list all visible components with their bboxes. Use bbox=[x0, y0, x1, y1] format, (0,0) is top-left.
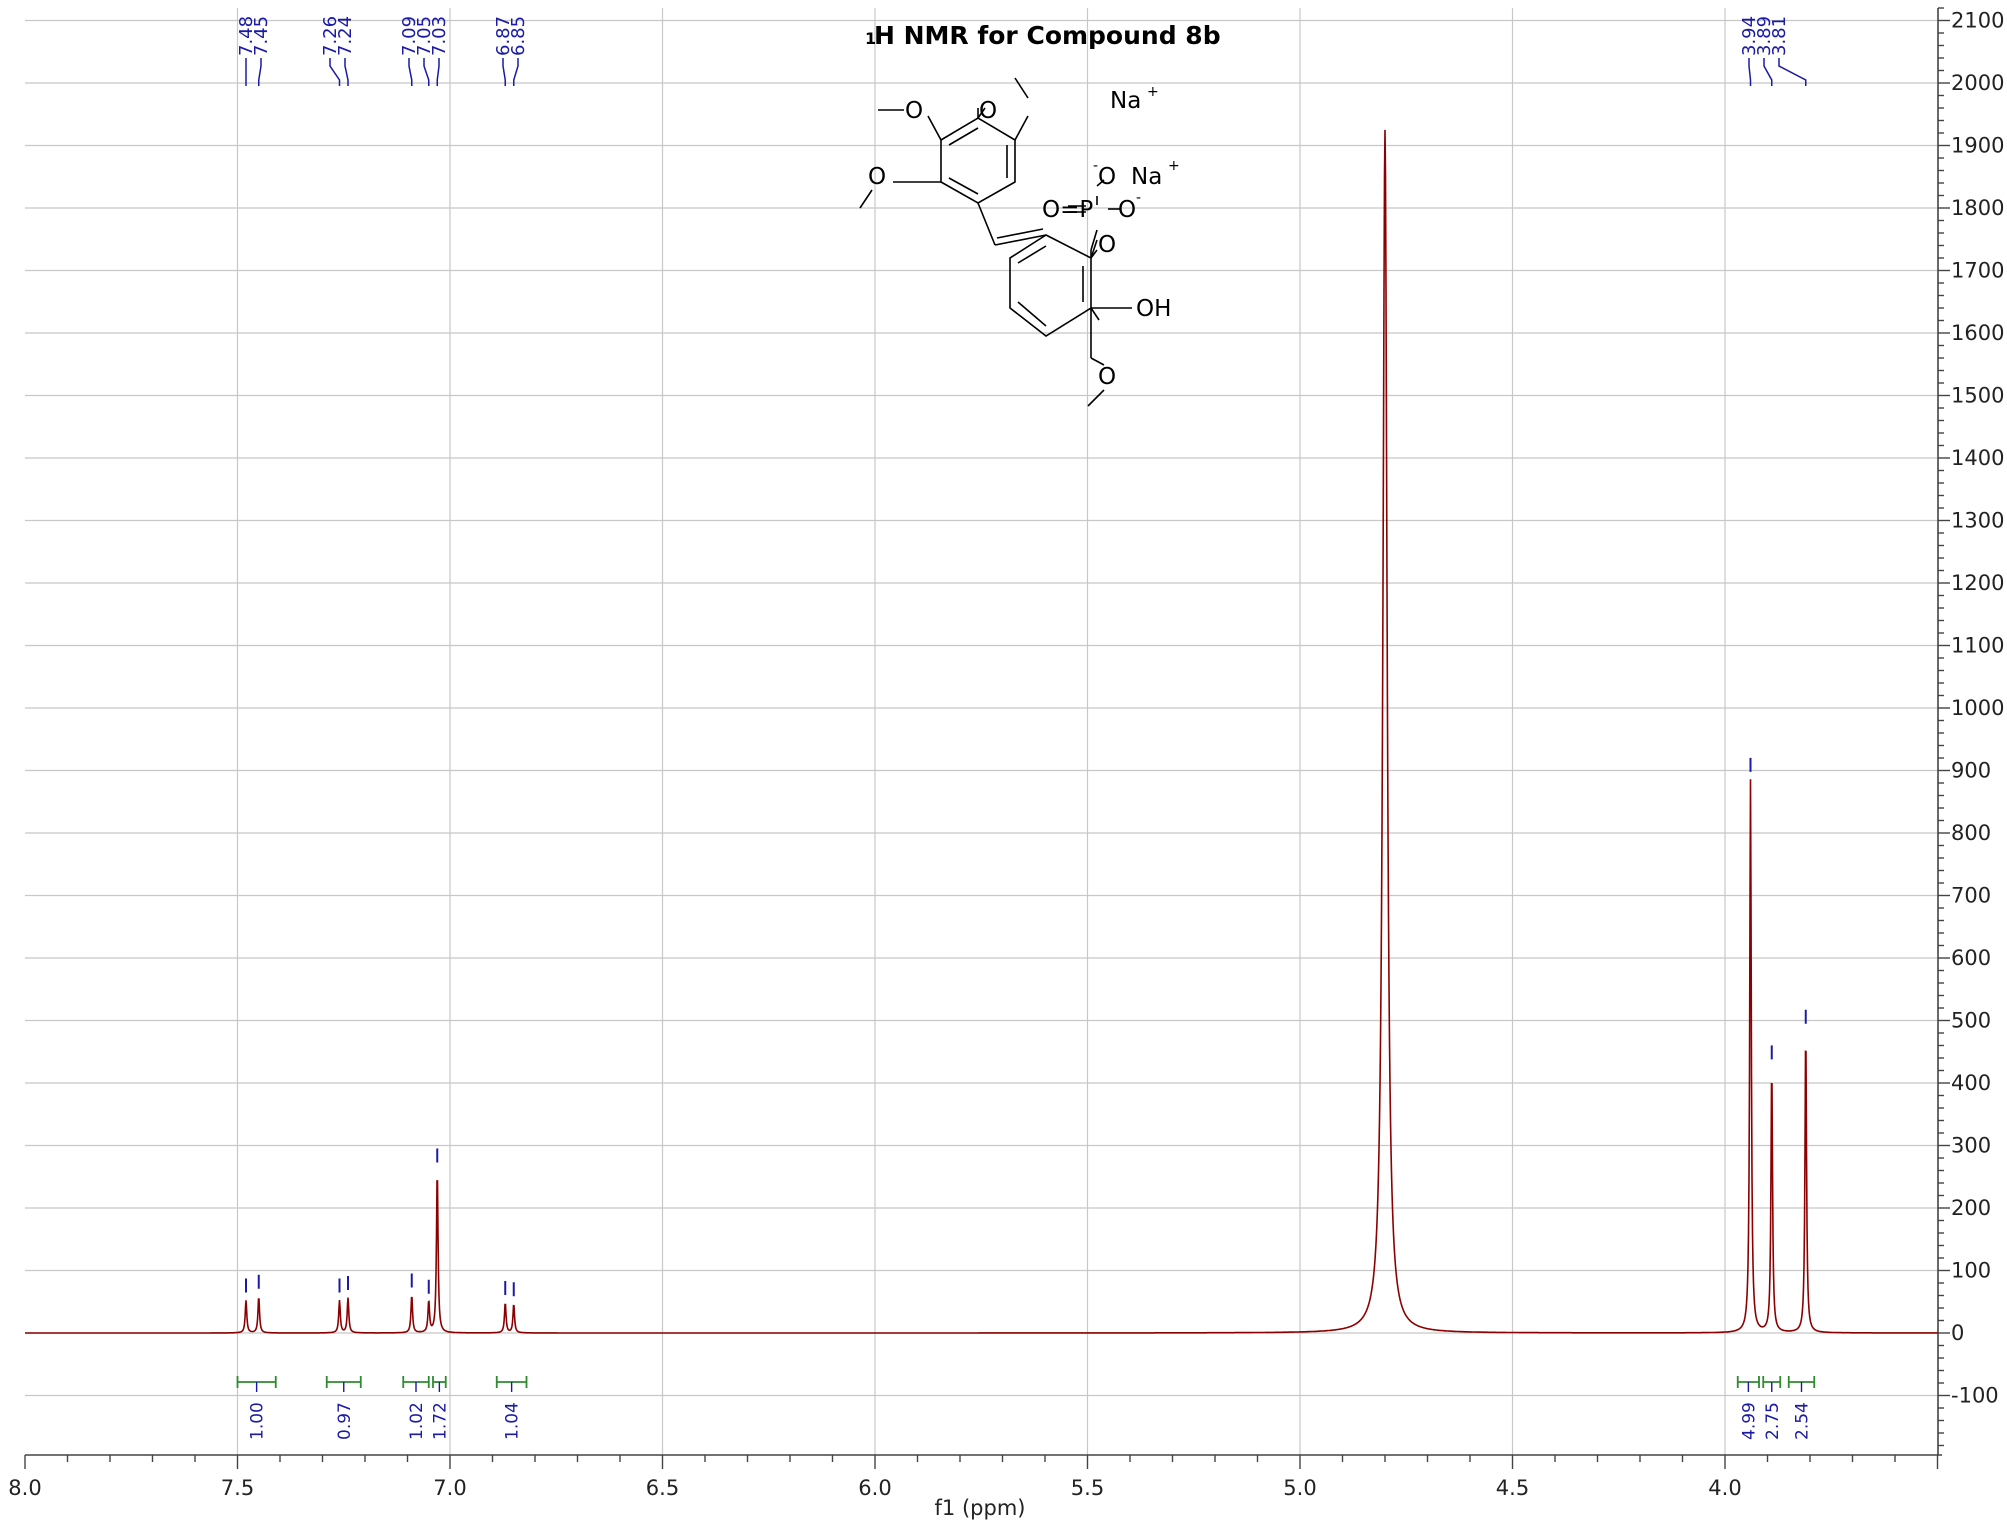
x-tick-label: 7.0 bbox=[433, 1476, 466, 1500]
phosphate-o-minus-right: O bbox=[1118, 197, 1136, 223]
phosphorus-double-o: O=P bbox=[1042, 197, 1093, 223]
peak-label: 7.09 bbox=[399, 16, 420, 56]
peak-label-connector bbox=[258, 58, 262, 86]
x-tick-label: 5.5 bbox=[1071, 1476, 1104, 1500]
peak-label-connector bbox=[329, 58, 341, 86]
ome-o-1: O bbox=[905, 98, 923, 124]
y-tick-label: 700 bbox=[1951, 884, 1991, 908]
y-tick-label: 200 bbox=[1951, 1196, 1991, 1220]
sodium-2: Na bbox=[1131, 164, 1162, 190]
peak-label-groups: 7.487.45 7.267.24 7.097.057.03 6.876.85 3.94… bbox=[236, 16, 1807, 86]
x-tick-label: 7.5 bbox=[221, 1476, 254, 1500]
y-tick-label: 500 bbox=[1951, 1009, 1991, 1033]
y-tick-label: 1100 bbox=[1951, 634, 2004, 658]
peak-label: 7.26 bbox=[320, 16, 341, 56]
x-tick-label: 8.0 bbox=[8, 1476, 41, 1500]
y-tick-label: 1000 bbox=[1951, 696, 2004, 720]
peak-label: 7.03 bbox=[429, 16, 450, 56]
ome-o-3: O bbox=[868, 164, 886, 190]
integral-label: 1.02 bbox=[407, 1402, 427, 1440]
peak-label: 3.94 bbox=[1739, 16, 1760, 56]
phosphate-o-minus-top: O bbox=[1098, 164, 1116, 190]
y-tick-label: 400 bbox=[1951, 1071, 1991, 1095]
integral-label: 1.04 bbox=[503, 1402, 523, 1440]
ring-bottom bbox=[1009, 234, 1092, 337]
peak-label: 7.45 bbox=[251, 16, 272, 56]
y-tick-label: 1700 bbox=[1951, 259, 2004, 283]
y-tick-label: 1500 bbox=[1951, 384, 2004, 408]
sodium-2-charge: + bbox=[1168, 158, 1180, 174]
molecule-labels: O O O Na + O - Na + O=P O - O OH O bbox=[868, 84, 1180, 390]
molecule-structure bbox=[859, 77, 1132, 407]
spectrum-line bbox=[25, 129, 1938, 1334]
y-tick-label: 800 bbox=[1951, 821, 1991, 845]
chart-title: 1 H NMR for Compound 8b bbox=[865, 21, 1221, 50]
peak-label-connector bbox=[344, 58, 349, 86]
y-tick-label: -100 bbox=[1951, 1384, 1999, 1408]
y-tick-label: 1900 bbox=[1951, 134, 2004, 158]
x-tick-label: 6.0 bbox=[858, 1476, 891, 1500]
integral-label-groups: 1.00 0.97 1.02 1.72 1.04 4.99 2.75 2.54 bbox=[248, 1402, 1813, 1440]
integral-label: 4.99 bbox=[1739, 1402, 1759, 1440]
peak-label-connector bbox=[408, 58, 413, 86]
y-tick-label: 2000 bbox=[1951, 71, 2004, 95]
peak-label-connector bbox=[1748, 58, 1752, 86]
grid-lines bbox=[25, 8, 1938, 1455]
x-tick-label: 4.0 bbox=[1708, 1476, 1741, 1500]
sodium-1: Na bbox=[1110, 88, 1141, 114]
peak-markers bbox=[245, 757, 1807, 1297]
y-tick-label: 1400 bbox=[1951, 446, 2004, 470]
x-tick-label: 6.5 bbox=[646, 1476, 679, 1500]
hydroxyl-oh: OH bbox=[1136, 296, 1171, 322]
x-tick-label: 5.0 bbox=[1283, 1476, 1316, 1500]
y-tick-label: 600 bbox=[1951, 946, 1991, 970]
peak-label-connector bbox=[423, 58, 430, 86]
ome-o-4: O bbox=[1098, 364, 1116, 390]
peak-label: 6.85 bbox=[508, 16, 529, 56]
y-tick-label: 1600 bbox=[1951, 321, 2004, 345]
peak-label: 3.81 bbox=[1769, 16, 1790, 56]
y-tick-label: 300 bbox=[1951, 1134, 1991, 1158]
sodium-1-charge: + bbox=[1147, 84, 1159, 100]
title-text: H NMR for Compound 8b bbox=[874, 21, 1221, 50]
y-tick-label: 2100 bbox=[1951, 9, 2004, 33]
ome-o-2: O bbox=[979, 98, 997, 124]
axes bbox=[25, 8, 1942, 1456]
title-superscript: 1 bbox=[865, 29, 876, 48]
phosphate-o-minus-right-charge: - bbox=[1136, 190, 1141, 206]
y-tick-label: 100 bbox=[1951, 1259, 1991, 1283]
peak-label-connector bbox=[1778, 58, 1807, 86]
integral-markers bbox=[236, 1376, 1816, 1392]
peak-label-connector bbox=[436, 58, 440, 86]
y-tick-label: 1200 bbox=[1951, 571, 2004, 595]
peak-label: 7.48 bbox=[236, 16, 257, 56]
integral-label: 1.72 bbox=[430, 1402, 450, 1440]
peak-label: 7.24 bbox=[335, 16, 356, 56]
integral-label: 1.00 bbox=[248, 1402, 268, 1440]
y-tick-label: 0 bbox=[1951, 1321, 1964, 1345]
y-tick-label: 1300 bbox=[1951, 509, 2004, 533]
ring-top bbox=[940, 117, 1016, 204]
phosphate-o-minus-top-charge: - bbox=[1093, 158, 1098, 174]
peak-label: 6.87 bbox=[493, 16, 514, 56]
x-axis-label: f1 (ppm) bbox=[935, 1496, 1026, 1520]
integral-label: 2.75 bbox=[1763, 1402, 1783, 1440]
peak-label-connector bbox=[1763, 58, 1773, 86]
y-tick-label: 900 bbox=[1951, 759, 1991, 783]
integral-label: 0.97 bbox=[335, 1402, 355, 1440]
peak-label-connector bbox=[513, 58, 519, 86]
peak-label-connector bbox=[502, 58, 506, 86]
peak-label: 7.05 bbox=[414, 16, 435, 56]
peak-label: 3.89 bbox=[1754, 16, 1775, 56]
integral-label: 2.54 bbox=[1793, 1402, 1813, 1440]
x-tick-label: 4.5 bbox=[1496, 1476, 1529, 1500]
axis-ticks: 8.0 7.5 7.0 6.5 6.0 5.5 5.0 4.5 4.0-100010020030… bbox=[8, 7, 2004, 1500]
y-tick-label: 1800 bbox=[1951, 196, 2004, 220]
phosphate-ester-o: O bbox=[1098, 232, 1116, 258]
